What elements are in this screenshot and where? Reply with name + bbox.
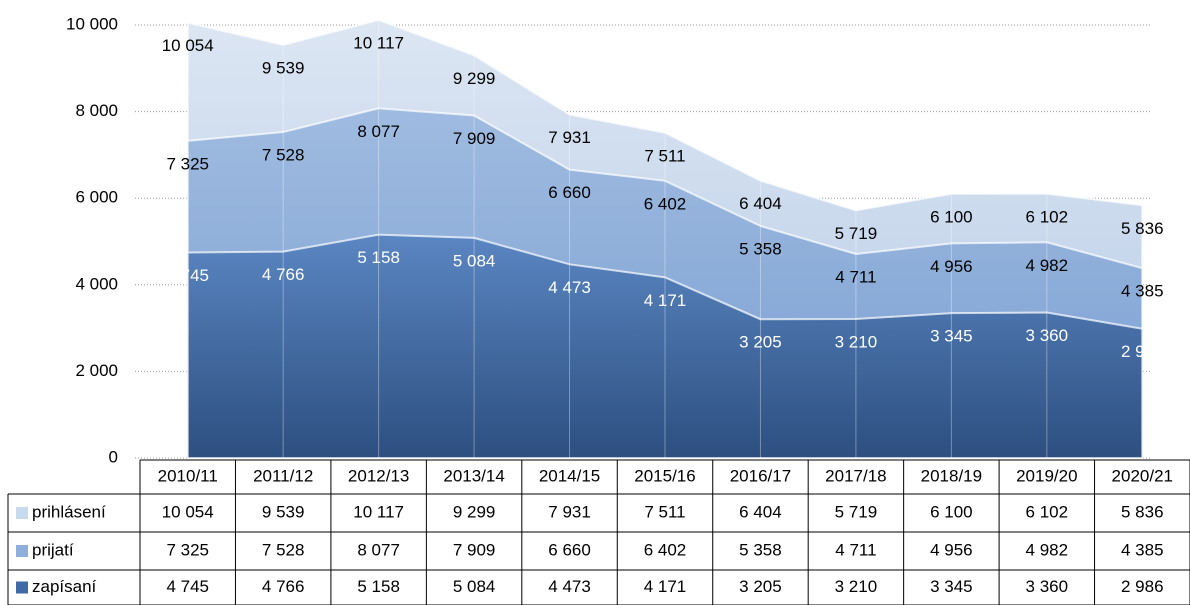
table-cell: 9 299 [453,502,496,521]
legend-label: zapísaní [32,577,97,596]
table-cell: 7 931 [548,502,591,521]
data-label: 6 660 [548,183,591,202]
x-tick-label: 2016/17 [730,466,791,485]
table-cell: 4 473 [548,577,591,596]
data-label: 9 299 [453,69,496,88]
table-cell: 4 982 [1026,540,1069,559]
data-label: 7 909 [453,129,496,148]
table-cell: 4 171 [644,577,687,596]
legend-label: prijatí [32,540,74,559]
legend-key [16,545,28,557]
table-cell: 8 077 [357,540,400,559]
table-cell: 4 745 [166,577,209,596]
table-cell: 5 084 [453,577,496,596]
data-label: 5 084 [453,251,496,270]
data-label: 4 473 [548,278,591,297]
area [186,233,1144,459]
x-tick-label: 2017/18 [825,466,886,485]
table-cell: 6 402 [644,540,687,559]
table-cell: 7 909 [453,540,496,559]
x-tick-label: 2013/14 [443,466,504,485]
table-cell: 3 360 [1026,577,1069,596]
table-cell: 4 766 [262,577,305,596]
table-cell: 5 158 [357,577,400,596]
data-label: 10 117 [353,33,404,52]
x-tick-label: 2012/13 [348,466,409,485]
table-cell: 10 117 [353,502,404,521]
data-label: 10 054 [162,36,214,55]
data-label: 7 931 [548,128,591,147]
legend-label: prihlásení [32,502,106,521]
data-label: 6 402 [644,194,687,213]
table-cell: 2 986 [1121,577,1164,596]
y-tick-label: 10 000 [66,14,118,33]
x-tick-label: 2019/20 [1016,466,1077,485]
table-cell: 4 956 [930,540,973,559]
table-cell: 5 836 [1121,502,1164,521]
data-label: 8 077 [357,122,400,141]
data-label: 3 205 [739,333,782,352]
table-cell: 9 539 [262,502,305,521]
table-cell: 5 358 [739,540,782,559]
x-tick-label: 2020/21 [1112,466,1173,485]
data-label: 5 158 [357,248,400,267]
table-cell: 6 100 [930,502,973,521]
data-label: 7 528 [262,146,305,165]
data-label: 7 511 [644,146,685,165]
y-tick-label: 4 000 [75,274,118,293]
table-cell: 4 711 [835,540,876,559]
table-cell: 3 345 [930,577,973,596]
table-cell: 4 385 [1121,540,1164,559]
legend-key [16,581,28,594]
data-label: 5 358 [739,239,782,258]
table-cell: 3 210 [835,577,878,596]
data-label: 4 745 [166,266,209,285]
data-label: 4 385 [1121,282,1164,301]
table-cell: 7 325 [166,540,209,559]
x-tick-label: 2018/19 [921,466,982,485]
table-cell: 6 404 [739,502,782,521]
data-label: 7 325 [166,154,209,173]
y-tick-label: 6 000 [75,188,118,207]
table-cell: 6 102 [1026,502,1069,521]
legend-key [16,507,28,519]
table-cell: 5 719 [835,502,878,521]
table-cell: 7 511 [644,502,685,521]
data-label: 6 100 [930,207,973,226]
data-label: 4 956 [930,257,973,276]
x-tick-label: 2015/16 [634,466,695,485]
y-tick-label: 0 [109,447,118,466]
data-label: 6 102 [1026,207,1069,226]
data-label: 3 345 [930,327,973,346]
table-cell: 3 205 [739,577,782,596]
data-label: 4 711 [835,267,876,286]
data-label: 3 360 [1026,326,1069,345]
x-tick-label: 2011/12 [253,466,313,485]
data-label: 6 404 [739,194,782,213]
y-tick-label: 2 000 [75,361,118,380]
data-label: 4 766 [262,265,305,284]
data-label: 2 986 [1121,342,1164,361]
data-label: 5 836 [1121,219,1164,238]
table-cell: 7 528 [262,540,305,559]
data-label: 3 210 [835,332,878,351]
x-tick-label: 2014/15 [539,466,600,485]
data-label: 9 539 [262,58,305,77]
data-label: 4 171 [644,291,687,310]
table-cell: 6 660 [548,540,591,559]
data-label: 4 982 [1026,256,1069,275]
table-cell: 10 054 [162,502,214,521]
data-label: 5 719 [835,224,878,243]
y-tick-label: 8 000 [75,101,118,120]
x-tick-label: 2010/11 [158,466,218,485]
